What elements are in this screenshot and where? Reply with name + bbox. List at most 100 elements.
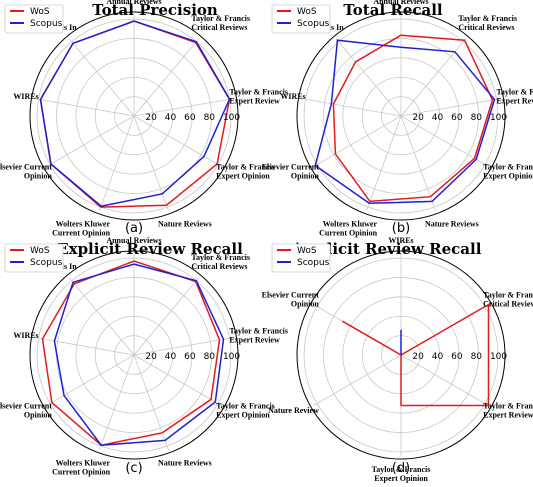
spoke bbox=[335, 38, 402, 117]
series-line-scopus bbox=[314, 39, 496, 205]
spoke bbox=[99, 115, 135, 212]
axis-label: WIREs bbox=[388, 236, 413, 245]
legend: WoS Scopus bbox=[4, 243, 64, 273]
spoke bbox=[301, 98, 402, 117]
radial-tick-label: 40 bbox=[432, 113, 444, 123]
series-line-wos bbox=[342, 303, 490, 407]
spoke bbox=[313, 354, 402, 406]
axis-label: Wolters Kluwer Current Opinion bbox=[319, 219, 377, 237]
radial-tick-label: 20 bbox=[412, 113, 424, 123]
panel-caption: (a) bbox=[125, 221, 143, 236]
radial-tick-label: 20 bbox=[145, 113, 157, 123]
radial-tick-label: 20 bbox=[145, 352, 157, 362]
radar-panel-2: 20 40 60 80 100 Annual Reviews Taylor & Franci… bbox=[262, 0, 533, 237]
legend-label: WoS bbox=[30, 7, 50, 17]
axis-label: Annual Reviews bbox=[106, 0, 161, 6]
axis-label: Wolters Kluwer Current Opinion bbox=[52, 458, 110, 476]
radial-tick-label: 80 bbox=[204, 113, 216, 123]
legend: WoS Scopus bbox=[4, 4, 64, 34]
axis-label: Annual Reviews bbox=[373, 0, 428, 6]
spoke bbox=[34, 98, 135, 117]
legend: WoS Scopus bbox=[271, 243, 331, 273]
radial-tick-label: 100 bbox=[490, 352, 507, 362]
spoke bbox=[400, 354, 489, 406]
axis-label: Elsevier Current Opinion bbox=[0, 402, 52, 420]
legend-label: Scopus bbox=[30, 258, 63, 268]
radial-tick-label: 20 bbox=[412, 352, 424, 362]
spoke bbox=[68, 277, 135, 356]
spoke bbox=[133, 337, 234, 356]
spoke bbox=[133, 115, 169, 212]
radial-tick-label: 60 bbox=[451, 113, 463, 123]
spoke bbox=[133, 115, 222, 167]
axis-label: Nature Reviews bbox=[158, 458, 212, 467]
spoke bbox=[34, 337, 135, 356]
spoke bbox=[400, 115, 436, 212]
axis-label: WIREs bbox=[13, 331, 38, 340]
spoke bbox=[133, 354, 169, 451]
panel-caption: (b) bbox=[392, 221, 410, 236]
spoke bbox=[400, 115, 489, 167]
axis-label: Annual Reviews bbox=[106, 236, 161, 245]
panel-caption: (d) bbox=[392, 461, 410, 476]
radial-tick-label: 100 bbox=[490, 113, 507, 123]
series-line-scopus bbox=[53, 263, 225, 446]
radial-tick-label: 100 bbox=[223, 113, 240, 123]
spoke bbox=[133, 98, 234, 117]
radial-tick-label: 100 bbox=[223, 352, 240, 362]
radial-tick-label: 60 bbox=[451, 352, 463, 362]
legend-label: Scopus bbox=[297, 258, 330, 268]
axis-label: WIREs bbox=[280, 92, 305, 101]
axis-label: WIREs bbox=[13, 92, 38, 101]
spoke bbox=[133, 354, 222, 406]
radial-tick-label: 80 bbox=[204, 352, 216, 362]
outer-frame bbox=[29, 250, 239, 460]
radial-tick-label: 80 bbox=[471, 352, 483, 362]
legend-label: WoS bbox=[30, 246, 50, 256]
axis-label: Elsevier Current Opinion bbox=[262, 163, 320, 181]
axis-label: Nature Review bbox=[268, 406, 319, 415]
spoke bbox=[46, 354, 135, 406]
spoke bbox=[133, 38, 200, 117]
radial-tick-label: 60 bbox=[184, 113, 196, 123]
legend: WoS Scopus bbox=[271, 4, 331, 34]
spoke bbox=[366, 115, 402, 212]
radar-panel-1: 20 40 60 80 100 Annual Reviews Taylor & Franci… bbox=[0, 0, 288, 237]
spoke bbox=[46, 115, 135, 167]
legend-label: Scopus bbox=[30, 19, 63, 29]
spoke bbox=[313, 115, 402, 167]
axis-label: Wolters Kluwer Current Opinion bbox=[52, 219, 110, 237]
series-line-wos bbox=[41, 260, 221, 447]
radar-panel-4: 20 40 60 80 100 WIREs Taylor & FrancisCritical… bbox=[262, 236, 533, 483]
spoke bbox=[68, 38, 135, 117]
legend-label: WoS bbox=[297, 7, 317, 17]
legend-label: WoS bbox=[297, 246, 317, 256]
axis-label: Nature Reviews bbox=[158, 219, 212, 228]
axis-label: Elsevier Current Opinion bbox=[262, 291, 320, 309]
radial-tick-label: 40 bbox=[165, 352, 177, 362]
radial-tick-label: 40 bbox=[165, 113, 177, 123]
radial-tick-label: 60 bbox=[184, 352, 196, 362]
spoke bbox=[99, 354, 135, 451]
chart-title: implicit Review Recall bbox=[295, 240, 482, 258]
spoke bbox=[400, 98, 501, 117]
outer-frame bbox=[296, 250, 506, 460]
chart-title: Total Precision bbox=[92, 1, 218, 19]
spoke bbox=[133, 277, 200, 356]
radar-panel-3: 20 40 60 80 100 Annual Reviews Taylor & Franci… bbox=[0, 236, 288, 476]
legend-label: Scopus bbox=[297, 19, 330, 29]
outer-frame bbox=[296, 11, 506, 221]
radial-tick-label: 40 bbox=[432, 352, 444, 362]
series-line-wos bbox=[332, 34, 494, 203]
